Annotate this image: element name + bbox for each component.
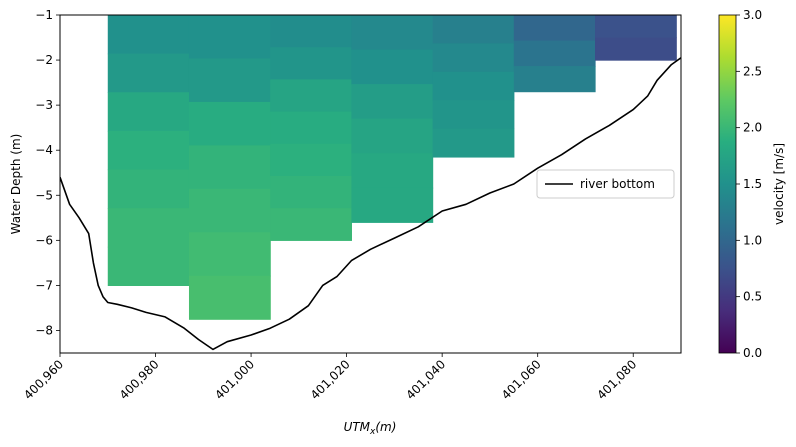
legend: river bottom xyxy=(536,169,675,199)
y-axis: −1 −2 −3 −4 −5 −6 −7 −8 xyxy=(35,8,60,337)
x-tick-label: 401,060 xyxy=(499,357,544,402)
velocity-cell xyxy=(188,15,271,60)
velocity-cell xyxy=(107,246,190,286)
colorbar-gradient xyxy=(718,14,737,354)
colorbar-tick-label: 2.5 xyxy=(743,64,762,78)
colorbar-tick-label: 2.0 xyxy=(743,121,762,135)
x-axis-label: UTMx(m) xyxy=(344,420,397,437)
velocity-cell xyxy=(107,53,190,93)
velocity-cell xyxy=(107,92,190,132)
velocity-cell xyxy=(351,84,434,120)
velocity-cell xyxy=(351,118,434,154)
velocity-cell xyxy=(270,143,352,177)
x-tick-label: 401,040 xyxy=(403,357,448,402)
velocity-cell xyxy=(188,145,271,190)
velocity-cell xyxy=(432,43,515,73)
colorbar: 0.0 0.5 1.0 1.5 2.0 2.5 3.0 velocity [m/s] xyxy=(718,8,786,360)
x-tick-label: 401,020 xyxy=(308,357,353,402)
colorbar-label: velocity [m/s] xyxy=(772,143,786,225)
velocity-cell xyxy=(595,15,677,39)
velocity-cell xyxy=(513,66,596,93)
legend-label-river-bottom: river bottom xyxy=(580,177,655,191)
y-tick-label: −4 xyxy=(35,143,53,157)
velocity-cell xyxy=(513,15,596,42)
velocity-cell xyxy=(270,175,352,209)
y-tick-label: −6 xyxy=(35,233,53,247)
velocity-cell xyxy=(351,15,434,51)
velocity-cell xyxy=(351,187,434,223)
colorbar-tick-label: 1.5 xyxy=(743,177,762,191)
velocity-cell xyxy=(188,101,271,146)
velocity-cell xyxy=(432,15,515,44)
y-tick-label: −2 xyxy=(35,53,53,67)
velocity-cell xyxy=(107,208,190,248)
velocity-cell xyxy=(107,169,190,209)
y-tick-label: −7 xyxy=(35,278,53,292)
y-tick-label: −3 xyxy=(35,98,53,112)
velocity-cell xyxy=(270,79,352,113)
velocity-cell xyxy=(188,58,271,103)
x-tick-label: 400,960 xyxy=(21,357,66,402)
legend-box xyxy=(536,169,675,199)
velocity-cell xyxy=(270,47,352,80)
x-axis-label-main: UTM xyxy=(344,420,371,434)
y-axis-label: Water Depth (m) xyxy=(9,134,23,235)
velocity-cell xyxy=(351,49,434,85)
velocity-cell xyxy=(107,130,190,171)
plot-frame xyxy=(59,14,682,354)
colorbar-tick-label: 0.0 xyxy=(743,346,762,360)
x-axis-label-sub: x xyxy=(369,427,376,437)
x-tick-label: 400,980 xyxy=(117,357,162,402)
x-tick-label: 401,000 xyxy=(212,357,257,402)
velocity-cell xyxy=(188,188,271,233)
velocity-cell xyxy=(432,71,515,101)
velocity-cell xyxy=(188,232,271,277)
velocity-cell xyxy=(351,153,434,189)
river-bottom-series xyxy=(60,57,681,351)
velocity-heatmap xyxy=(107,15,677,320)
velocity-cell xyxy=(432,128,515,158)
velocity-cell xyxy=(270,15,352,48)
velocity-cell xyxy=(188,275,271,320)
colorbar-tick-label: 3.0 xyxy=(743,8,762,22)
x-axis: 400,960 400,980 401,000 401,020 401,040 401,0… xyxy=(21,353,639,402)
y-tick-label: −1 xyxy=(35,8,53,22)
velocity-cell xyxy=(270,111,352,145)
colorbar-tick-label: 0.5 xyxy=(743,290,762,304)
y-tick-label: −8 xyxy=(35,323,53,337)
colorbar-tick-label: 1.0 xyxy=(743,233,762,247)
x-axis-label-tail: (m) xyxy=(375,420,396,434)
velocity-cell xyxy=(270,208,352,241)
river-bottom-line xyxy=(60,57,681,351)
velocity-cell xyxy=(107,15,190,55)
velocity-cell xyxy=(432,100,515,130)
velocity-cell xyxy=(513,40,596,67)
colorbar-ticks: 0.0 0.5 1.0 1.5 2.0 2.5 3.0 xyxy=(736,8,762,360)
x-tick-label: 401,080 xyxy=(594,357,639,402)
y-tick-label: −5 xyxy=(35,188,53,202)
velocity-cell xyxy=(595,37,677,61)
